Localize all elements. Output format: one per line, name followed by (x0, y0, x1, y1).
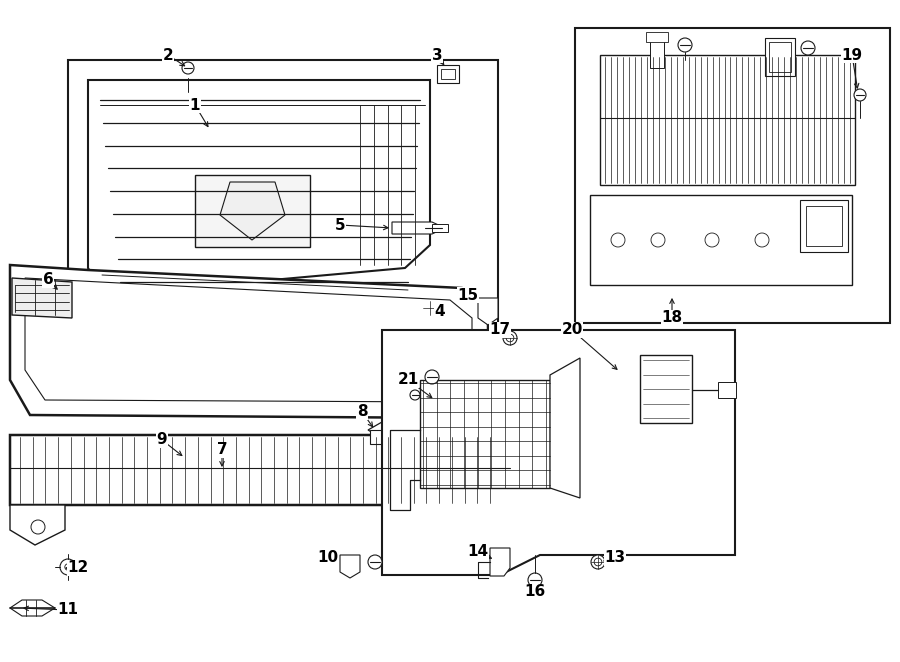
Text: 7: 7 (217, 442, 228, 457)
Bar (640, 355, 692, 423)
Text: 1: 1 (190, 97, 200, 113)
Polygon shape (25, 278, 472, 402)
Circle shape (60, 559, 76, 575)
Circle shape (425, 370, 439, 384)
Polygon shape (382, 330, 735, 575)
Polygon shape (478, 298, 498, 325)
Text: 21: 21 (398, 373, 418, 387)
Text: 11: 11 (58, 602, 78, 618)
Circle shape (528, 573, 542, 587)
Circle shape (678, 38, 692, 52)
Bar (800, 200, 848, 252)
Text: 9: 9 (157, 432, 167, 448)
Circle shape (410, 390, 420, 400)
Circle shape (591, 555, 605, 569)
Polygon shape (10, 435, 510, 505)
Bar (650, 38, 664, 68)
Text: 6: 6 (42, 273, 53, 287)
Polygon shape (392, 222, 445, 234)
Bar (575, 28, 890, 323)
Polygon shape (88, 80, 430, 295)
Text: 2: 2 (163, 48, 174, 62)
Circle shape (65, 564, 71, 570)
Circle shape (182, 62, 194, 74)
Text: 16: 16 (525, 585, 545, 600)
Bar (437, 65, 459, 83)
Circle shape (594, 558, 602, 566)
Text: 18: 18 (662, 310, 682, 326)
Bar (806, 206, 842, 246)
Text: 20: 20 (562, 322, 582, 338)
Bar (718, 382, 736, 398)
Text: 3: 3 (432, 48, 442, 62)
Polygon shape (368, 422, 396, 438)
Polygon shape (10, 600, 55, 616)
Bar (195, 175, 310, 247)
Circle shape (801, 41, 815, 55)
Circle shape (755, 233, 769, 247)
Polygon shape (550, 358, 580, 498)
Text: 8: 8 (356, 404, 367, 420)
Bar (370, 430, 394, 444)
Polygon shape (220, 182, 285, 240)
Circle shape (423, 301, 437, 315)
Circle shape (506, 334, 514, 342)
Text: 13: 13 (605, 551, 626, 565)
Polygon shape (340, 555, 360, 578)
Bar (646, 32, 668, 42)
Bar (441, 69, 455, 79)
Text: 4: 4 (435, 305, 446, 320)
Bar (68, 60, 498, 345)
Bar (590, 195, 852, 285)
Polygon shape (10, 265, 488, 418)
Polygon shape (12, 278, 72, 318)
Text: 12: 12 (68, 561, 88, 575)
Text: 17: 17 (490, 322, 510, 338)
Text: 5: 5 (335, 218, 346, 232)
Circle shape (705, 233, 719, 247)
Circle shape (31, 520, 45, 534)
Bar (600, 55, 855, 185)
Text: 15: 15 (457, 287, 479, 303)
Bar (769, 42, 791, 72)
Circle shape (368, 555, 382, 569)
Bar (765, 38, 795, 76)
Circle shape (503, 331, 517, 345)
Circle shape (427, 304, 434, 312)
Text: 10: 10 (318, 551, 338, 565)
Bar (420, 380, 550, 488)
Bar (432, 224, 448, 232)
Circle shape (813, 233, 827, 247)
Circle shape (611, 233, 625, 247)
Text: 19: 19 (842, 48, 862, 62)
Circle shape (854, 89, 866, 101)
Polygon shape (490, 548, 510, 576)
Text: 14: 14 (467, 545, 489, 559)
Polygon shape (10, 505, 65, 545)
Circle shape (651, 233, 665, 247)
